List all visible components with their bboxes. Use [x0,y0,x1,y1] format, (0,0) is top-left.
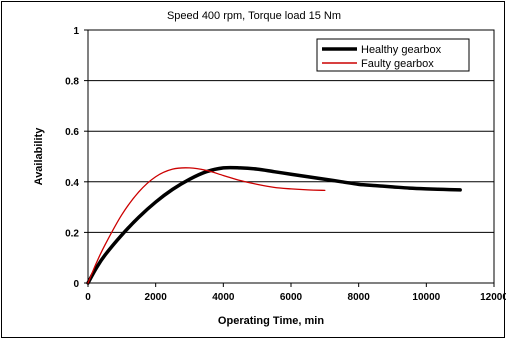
series-line-healthy [86,165,462,285]
y-axis-title: Availability [33,127,45,186]
legend: Healthy gearbox Faulty gearbox [316,38,470,72]
series-layer [86,165,462,285]
legend-box [316,38,470,72]
y-tick-label: 0.2 [65,228,79,239]
x-tick-label: 4000 [212,292,235,303]
x-axis-title: Operating Time, min [218,315,324,327]
x-tick-label: 8000 [348,292,371,303]
y-tick-label: 0.4 [65,178,79,189]
legend-label-healthy: Healthy gearbox [361,44,442,56]
y-tick-label: 1 [73,26,79,37]
x-tick-label: 0 [85,292,91,303]
y-tick-label: 0.6 [65,127,79,138]
x-tick-label: 12000 [480,292,506,303]
x-tick-label: 2000 [145,292,168,303]
legend-label-faulty: Faulty gearbox [361,58,434,70]
y-tick-label: 0.8 [65,77,79,88]
x-tick-label: 10000 [412,292,440,303]
y-tick-label: 0 [73,279,79,290]
y-axis-ticks: 0 0.2 0.4 0.6 0.8 1 [65,26,88,290]
x-axis-ticks: 0 2000 4000 6000 8000 10000 12000 [85,283,506,303]
x-tick-label: 6000 [280,292,303,303]
chart-title: Speed 400 rpm, Torque load 15 Nm [167,10,341,22]
series-line-faulty [87,167,326,284]
